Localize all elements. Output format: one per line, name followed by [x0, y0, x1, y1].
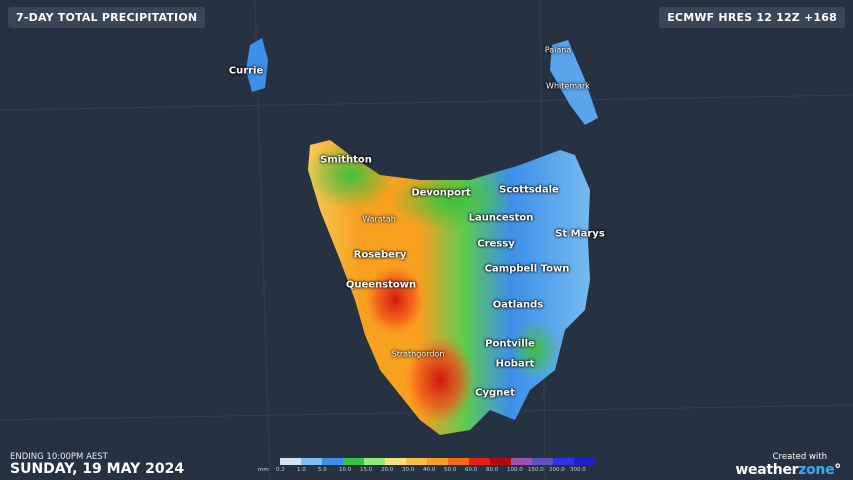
model-run-label: ECMWF HRES 12 12Z +168 — [659, 7, 845, 28]
place-label: Devonport — [411, 187, 471, 199]
place-label: Launceston — [468, 212, 534, 224]
credit-text: Created with — [772, 452, 827, 462]
legend-colorbar — [280, 458, 595, 465]
legend-swatch — [532, 458, 553, 465]
place-label: Cygnet — [475, 387, 515, 399]
legend-label: 50.0 — [444, 467, 457, 473]
place-label: Campbell Town — [484, 263, 570, 275]
tasmania-rainfall — [308, 140, 590, 435]
legend-swatch — [406, 458, 427, 465]
place-label: Strathgordon — [391, 349, 445, 359]
king-island — [246, 38, 268, 92]
legend-label: 150.0 — [528, 467, 544, 473]
legend-label: 15.0 — [360, 467, 373, 473]
legend-label: 20.0 — [381, 467, 394, 473]
legend-swatch — [427, 458, 448, 465]
place-label: Scottsdale — [499, 184, 559, 196]
legend-label: 10.0 — [339, 467, 352, 473]
legend-label: 100.0 — [507, 467, 523, 473]
legend-swatch — [280, 458, 301, 465]
place-label: Pontville — [485, 338, 535, 350]
legend-label: 200.0 — [549, 467, 565, 473]
map-title: 7-DAY TOTAL PRECIPITATION — [8, 7, 206, 28]
legend-swatch — [343, 458, 364, 465]
place-label: Whitemark — [546, 81, 590, 91]
weatherzone-logo: weatherzone° — [735, 462, 841, 478]
legend-label: 5.0 — [318, 467, 327, 473]
place-label: Smithton — [320, 154, 372, 166]
legend-label: 40.0 — [423, 467, 436, 473]
legend-unit: mm — [258, 467, 269, 473]
flinders-island — [550, 40, 598, 125]
legend-swatch — [322, 458, 343, 465]
place-label: Rosebery — [353, 249, 407, 261]
legend-label: 1.0 — [297, 467, 306, 473]
legend-swatch — [490, 458, 511, 465]
legend-swatch — [448, 458, 469, 465]
legend-label: 300.0 — [570, 467, 586, 473]
legend-swatch — [511, 458, 532, 465]
legend-swatch — [301, 458, 322, 465]
credit: Created with weatherzone° — [735, 452, 841, 478]
place-label: Currie — [228, 65, 264, 77]
place-label: Waratah — [362, 214, 396, 224]
place-label: St Marys — [555, 228, 605, 240]
ending-time: ENDING 10:00PM AEST — [10, 452, 108, 462]
place-label: Oatlands — [492, 299, 544, 311]
legend-swatch — [385, 458, 406, 465]
legend-swatch — [469, 458, 490, 465]
legend-label: 80.0 — [486, 467, 499, 473]
legend-swatch — [574, 458, 595, 465]
place-label: Hobart — [495, 358, 535, 370]
place-label: Palana — [544, 45, 572, 55]
legend-label: 60.0 — [465, 467, 478, 473]
legend-swatch — [364, 458, 385, 465]
legend-label: 30.0 — [402, 467, 415, 473]
valid-date: SUNDAY, 19 MAY 2024 — [10, 461, 185, 477]
place-label: Queenstown — [345, 279, 417, 291]
legend-swatch — [553, 458, 574, 465]
place-label: Cressy — [477, 238, 515, 250]
legend-label: 0.2 — [276, 467, 285, 473]
